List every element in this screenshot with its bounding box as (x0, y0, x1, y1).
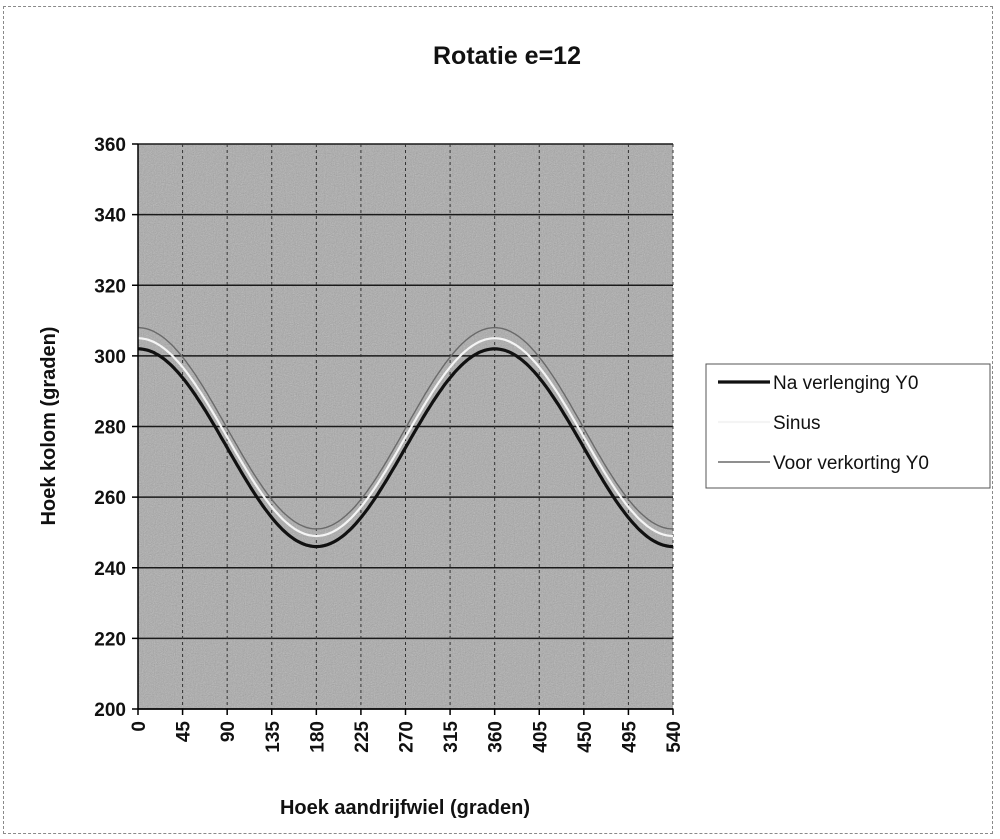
x-tick-label: 135 (263, 721, 284, 753)
x-tick-label: 270 (397, 721, 418, 753)
legend: Na verlenging Y0 Sinus Voor verkorting Y0 (705, 363, 991, 489)
legend-label: Voor verkorting Y0 (773, 453, 929, 474)
y-tick-label: 280 (94, 418, 126, 439)
x-axis-title: Hoek aandrijfwiel (graden) (280, 797, 530, 819)
x-tick-label: 0 (129, 721, 150, 732)
x-tick-label: 360 (486, 721, 507, 753)
x-tick-label: 45 (174, 721, 195, 743)
y-tick-label: 240 (94, 559, 126, 580)
y-tick-label: 360 (94, 135, 126, 156)
y-tick-labels: 200 220 240 260 280 300 320 340 360 (94, 135, 126, 721)
y-tick-label: 260 (94, 488, 126, 509)
chart-title: Rotatie e=12 (433, 42, 581, 70)
x-tick-label: 450 (575, 721, 596, 753)
y-tick-label: 200 (94, 700, 126, 721)
x-tick-label: 180 (307, 721, 328, 753)
x-tick-labels: 0 45 90 135 180 225 270 315 360 405 450 495 540 (129, 721, 685, 753)
x-tick-label: 90 (218, 721, 239, 742)
x-tick-label: 540 (664, 721, 685, 753)
x-tick-label: 225 (352, 721, 373, 753)
series-line-2 (137, 326, 674, 530)
y-tick-label: 300 (94, 347, 126, 368)
legend-box (705, 363, 991, 489)
legend-label: Sinus (773, 413, 821, 434)
axes (132, 143, 674, 715)
y-tick-label: 340 (94, 206, 126, 227)
y-tick-label: 220 (94, 629, 126, 650)
series-lines (137, 326, 674, 549)
series-line-0 (137, 347, 674, 549)
x-tick-label: 495 (619, 721, 640, 753)
legend-label: Na verlenging Y0 (773, 373, 918, 394)
grid-lines (138, 143, 674, 710)
chart-frame (3, 6, 993, 834)
x-tick-label: 315 (441, 721, 462, 753)
y-tick-label: 320 (94, 276, 126, 297)
x-tick-label: 405 (530, 721, 551, 753)
y-axis-title: Hoek kolom (graden) (38, 327, 60, 526)
